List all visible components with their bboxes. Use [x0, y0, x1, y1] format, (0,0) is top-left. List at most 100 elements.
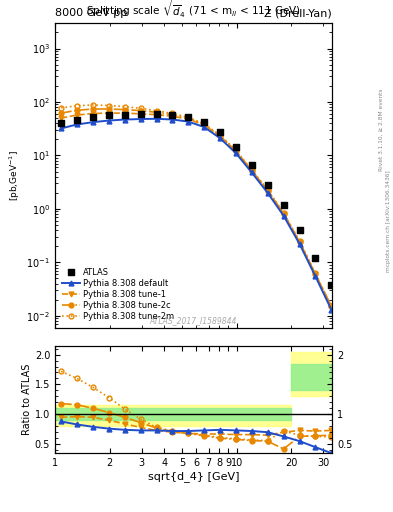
Pythia 8.308 tune-1 [202, 122, 206, 128]
ATLAS [280, 201, 286, 209]
Pythia 8.308 tune-2c [75, 107, 79, 113]
X-axis label: sqrt{d_4} [GeV]: sqrt{d_4} [GeV] [148, 471, 239, 482]
Pythia 8.308 tune-1 [122, 110, 127, 116]
Pythia 8.308 tune-1 [233, 148, 238, 154]
Pythia 8.308 tune-2m [281, 209, 286, 216]
Pythia 8.308 tune-2m [91, 102, 95, 108]
Pythia 8.308 tune-2c [154, 109, 159, 115]
Pythia 8.308 tune-1 [91, 111, 95, 117]
Pythia 8.308 tune-2c [107, 106, 111, 112]
Text: mcplots.cern.ch [arXiv:1306.3436]: mcplots.cern.ch [arXiv:1306.3436] [386, 170, 391, 272]
Pythia 8.308 default [75, 121, 79, 127]
Pythia 8.308 tune-2m [329, 303, 334, 309]
Pythia 8.308 tune-2m [154, 108, 159, 114]
Pythia 8.308 tune-2m [138, 105, 143, 112]
Pythia 8.308 tune-2m [218, 132, 222, 138]
Pythia 8.308 tune-2m [313, 270, 318, 276]
Pythia 8.308 tune-2m [265, 186, 270, 193]
Pythia 8.308 tune-2c [218, 133, 222, 139]
Pythia 8.308 tune-1 [218, 133, 222, 139]
ATLAS [296, 226, 303, 234]
Pythia 8.308 default [281, 212, 286, 219]
Pythia 8.308 default [265, 190, 270, 196]
Pythia 8.308 tune-2c [91, 106, 95, 112]
Pythia 8.308 tune-1 [281, 210, 286, 217]
Pythia 8.308 tune-2c [250, 167, 254, 174]
ATLAS [138, 110, 144, 118]
ATLAS [153, 110, 160, 118]
ATLAS [249, 161, 255, 169]
Pythia 8.308 default [186, 118, 191, 124]
Pythia 8.308 default [233, 150, 238, 156]
Title: Splitting scale $\sqrt{\overline{d}_4}$ (71 < m$_{ll}$ < 111 GeV): Splitting scale $\sqrt{\overline{d}_4}$ … [86, 0, 301, 20]
Pythia 8.308 default [107, 117, 111, 123]
Pythia 8.308 tune-2m [107, 102, 111, 109]
Pythia 8.308 tune-2c [297, 239, 302, 245]
Pythia 8.308 tune-2c [170, 112, 175, 118]
Text: Rivet 3.1.10, ≥ 2.8M events: Rivet 3.1.10, ≥ 2.8M events [379, 89, 384, 171]
Line: Pythia 8.308 tune-2m: Pythia 8.308 tune-2m [59, 102, 334, 309]
ATLAS [169, 111, 176, 119]
Pythia 8.308 tune-1 [154, 112, 159, 118]
ATLAS [106, 112, 112, 120]
Pythia 8.308 tune-2c [186, 115, 191, 121]
Line: Pythia 8.308 tune-2c: Pythia 8.308 tune-2c [59, 106, 334, 309]
Pythia 8.308 tune-1 [313, 271, 318, 278]
Pythia 8.308 default [91, 119, 95, 125]
Pythia 8.308 tune-2m [297, 238, 302, 244]
ATLAS [264, 181, 271, 189]
ATLAS [58, 119, 64, 127]
Line: Pythia 8.308 tune-1: Pythia 8.308 tune-1 [59, 111, 334, 309]
Pythia 8.308 tune-2c [202, 121, 206, 127]
Pythia 8.308 tune-1 [59, 115, 63, 121]
Pythia 8.308 tune-1 [265, 187, 270, 194]
Pythia 8.308 default [250, 169, 254, 176]
Pythia 8.308 default [329, 307, 334, 313]
Pythia 8.308 tune-2c [265, 187, 270, 194]
Pythia 8.308 tune-2m [59, 104, 63, 111]
Pythia 8.308 tune-2c [313, 271, 318, 278]
ATLAS [201, 118, 207, 126]
ATLAS [217, 129, 223, 137]
Pythia 8.308 tune-2m [233, 147, 238, 154]
Pythia 8.308 tune-2c [329, 303, 334, 309]
Pythia 8.308 tune-2m [75, 103, 79, 109]
Pythia 8.308 default [297, 241, 302, 247]
Pythia 8.308 tune-2c [233, 148, 238, 154]
Pythia 8.308 default [218, 135, 222, 141]
ATLAS [185, 113, 191, 121]
Pythia 8.308 tune-1 [329, 303, 334, 309]
ATLAS [74, 115, 80, 123]
Pythia 8.308 tune-1 [297, 239, 302, 245]
ATLAS [233, 143, 239, 151]
Pythia 8.308 tune-2m [122, 103, 127, 110]
Text: 8000 GeV pp: 8000 GeV pp [55, 9, 127, 18]
Pythia 8.308 default [313, 273, 318, 280]
Pythia 8.308 tune-2c [138, 108, 143, 114]
Pythia 8.308 tune-2m [202, 121, 206, 127]
Pythia 8.308 tune-1 [75, 112, 79, 118]
Pythia 8.308 tune-2c [59, 110, 63, 116]
Pythia 8.308 tune-2c [281, 210, 286, 217]
Pythia 8.308 default [202, 124, 206, 130]
Line: Pythia 8.308 default: Pythia 8.308 default [59, 116, 334, 312]
Y-axis label: Ratio to ATLAS: Ratio to ATLAS [22, 364, 32, 435]
ATLAS [312, 254, 318, 262]
Pythia 8.308 tune-1 [138, 111, 143, 117]
Pythia 8.308 tune-2m [186, 114, 191, 120]
Pythia 8.308 default [138, 116, 143, 122]
Pythia 8.308 default [154, 116, 159, 122]
Pythia 8.308 tune-1 [186, 116, 191, 122]
Y-axis label: d$\sigma$
dsqrt($\overline{d_{4}}$)
[pb,GeV$^{-1}$]: d$\sigma$ dsqrt($\overline{d_{4}}$) [pb,… [0, 150, 22, 201]
ATLAS [90, 113, 96, 121]
Pythia 8.308 tune-1 [170, 113, 175, 119]
Text: ATLAS_2017_I1589844: ATLAS_2017_I1589844 [150, 315, 237, 325]
Pythia 8.308 default [170, 116, 175, 122]
ATLAS [328, 281, 334, 289]
ATLAS [121, 111, 128, 119]
Pythia 8.308 tune-2c [122, 106, 127, 113]
Pythia 8.308 default [122, 116, 127, 122]
Pythia 8.308 default [59, 125, 63, 132]
Text: Z (Drell-Yan): Z (Drell-Yan) [264, 9, 332, 18]
Legend: ATLAS, Pythia 8.308 default, Pythia 8.308 tune-1, Pythia 8.308 tune-2c, Pythia 8: ATLAS, Pythia 8.308 default, Pythia 8.30… [59, 265, 177, 324]
